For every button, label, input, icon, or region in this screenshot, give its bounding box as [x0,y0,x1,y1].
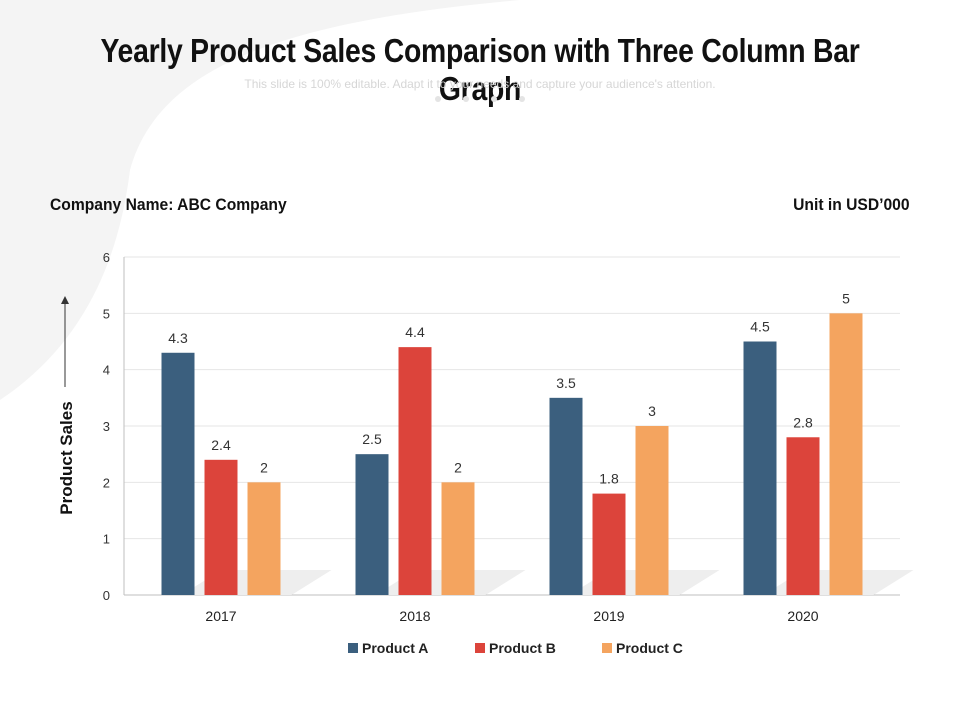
y-tick-label: 2 [103,475,110,490]
bar [247,482,281,595]
bar [743,341,777,595]
y-tick-label: 5 [103,306,110,321]
bar [398,347,432,595]
slide-title: Yearly Product Sales Comparison with Thr… [100,32,860,107]
bar [204,459,238,595]
x-tick-label: 2017 [205,608,236,624]
y-tick-label: 6 [103,250,110,265]
company-name-label: Company Name: ABC Company [50,195,287,214]
y-axis-arrowhead [61,296,69,304]
legend-label: Product C [616,639,683,656]
y-tick-label: 3 [103,419,110,434]
data-label: 4.3 [168,330,188,346]
y-tick-label: 4 [103,363,110,378]
bar [549,397,583,595]
dot [463,96,469,102]
data-label: 4.4 [405,324,425,340]
legend-label: Product B [489,639,556,656]
legend-swatch [602,642,612,653]
legend-swatch [475,642,485,653]
data-label: 1.8 [599,471,619,487]
legend-item-product-a: Product A [348,639,428,657]
unit-label: Unit in USD’000 [793,195,910,214]
x-tick-label: 2018 [399,608,430,624]
data-label: 3 [648,403,656,419]
bar [355,454,389,595]
legend-swatch [348,642,358,653]
data-label: 2.4 [211,437,231,453]
dot [435,96,441,102]
dot [519,96,525,102]
dot [491,96,497,102]
decorative-dots [432,96,532,104]
data-label: 2.5 [362,431,382,447]
bar [635,426,669,595]
bar [161,352,195,595]
data-label: 2 [260,459,268,475]
y-tick-label: 0 [103,588,110,603]
legend-item-product-b: Product B [475,639,556,657]
bar [441,482,475,595]
y-axis-title: Product Sales [57,401,76,514]
slide-subtitle: This slide is 100% editable. Adapt it to… [244,77,716,91]
legend-item-product-c: Product C [602,639,683,657]
data-label: 3.5 [556,375,576,391]
x-tick-label: 2020 [787,608,818,624]
y-tick-label: 1 [103,532,110,547]
legend-label: Product A [362,639,429,656]
bar [786,437,820,595]
data-label: 2 [454,459,462,475]
data-label: 2.8 [793,414,813,430]
bar [829,313,863,595]
bar [592,493,626,595]
data-label: 4.5 [750,319,770,335]
x-tick-label: 2019 [593,608,624,624]
data-label: 5 [842,290,850,306]
